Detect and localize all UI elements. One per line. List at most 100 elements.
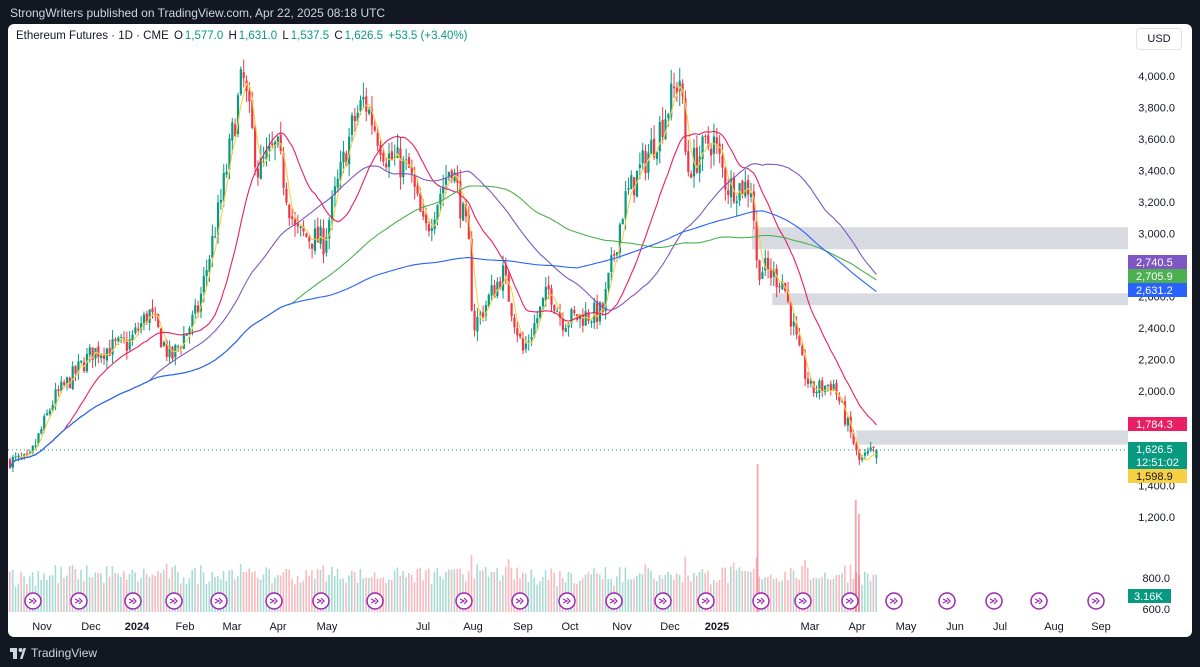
volume-bar [824,572,826,612]
candle-body [821,380,824,392]
volume-bar [74,569,77,612]
volume-bar [66,575,68,612]
volume-bar [872,574,875,612]
volume-bar [43,573,45,612]
candle-body [501,265,505,291]
volume-bar [869,581,872,612]
event-marker-arrow-icon [459,597,468,605]
candle-body [299,226,302,229]
volume-bar [197,583,199,612]
candle-body [536,318,539,324]
volume-bar [31,572,34,612]
candle-body [74,366,77,374]
volume-bar [322,565,325,612]
volume-bar [416,568,419,612]
volume-bar [778,581,781,612]
volume-bar [567,571,570,612]
candle-body [861,456,864,460]
candle-body [17,455,20,458]
volume-bar [351,570,353,612]
volume-bar [826,578,829,612]
volume-bar [864,571,866,612]
candle-body [556,311,559,313]
candle-body [359,99,362,112]
volume-bar [621,582,624,612]
volume-bar [396,567,399,612]
volume-bar [815,578,818,612]
volume-bar [291,579,293,612]
candle-body [644,151,647,174]
volume-bar [536,584,538,612]
candle-body [413,175,416,187]
price-tick-label: 3,800.0 [1138,103,1175,115]
chart-panel[interactable]: Ethereum Futures · 1D · CME O 1,577.0 H 1,… [8,24,1192,637]
volume-bar [11,569,14,612]
volume-bar [504,566,507,612]
candle-body [630,175,633,190]
moving-average-line [9,185,877,468]
time-tick-label: Jun [946,621,964,633]
candle-body [350,115,354,135]
volume-bar [237,576,239,612]
candle-body [165,341,168,357]
candle-body [564,327,567,332]
event-marker-arrow-icon [269,597,278,605]
volume-bar [103,583,105,612]
time-tick-label: Apr [269,621,286,633]
time-tick-label: Sep [513,621,533,633]
volume-bar [775,578,778,612]
volume-bar [299,582,302,612]
candle-body [764,258,767,271]
candle-body [775,268,778,288]
candle-body [439,194,442,205]
price-badge-label: 1,784.3 [1136,419,1173,431]
volume-bar [807,567,809,612]
volume-bar [120,576,122,612]
candle-body [527,341,530,343]
candle-body [524,343,527,350]
volume-bar [100,573,102,612]
volume-bar [541,577,544,612]
candle-body [148,309,151,324]
candle-body [285,188,288,203]
candle-body [487,294,490,307]
candle-body [544,286,547,300]
candle-body [610,255,613,273]
currency-button[interactable]: USD [1136,28,1182,50]
candle-body [102,353,106,359]
volume-bar [46,579,48,612]
volume-spike-bar [857,514,860,612]
volume-bar [97,572,99,612]
candle-body [684,98,687,152]
candle-body [77,361,80,373]
volume-bar [747,571,749,612]
candle-body [843,401,847,425]
volume-bar [787,580,789,612]
volume-bar [638,572,641,612]
volume-bar [484,567,487,612]
volume-bar [348,575,350,612]
candle-body [382,153,385,162]
volume-bar [467,571,470,612]
volume-bar [256,578,259,612]
candle-body [852,432,855,444]
time-tick-label: Jul [993,621,1007,633]
candle-body [818,380,821,394]
candle-body [140,323,143,331]
volume-bar [108,576,111,612]
volume-bar [302,580,305,612]
candle-body [664,119,667,139]
volume-bar [405,577,407,612]
candle-body [707,135,710,147]
candle-body [276,136,279,145]
volume-bar [576,584,578,612]
candle-body [687,151,690,172]
candle-body [91,347,94,361]
tradingview-logo[interactable]: TradingView [10,646,97,660]
time-tick-label: Aug [463,621,483,633]
candle-body [362,96,365,100]
candle-body [513,317,516,328]
candle-body [761,272,764,279]
candle-body [650,139,653,154]
